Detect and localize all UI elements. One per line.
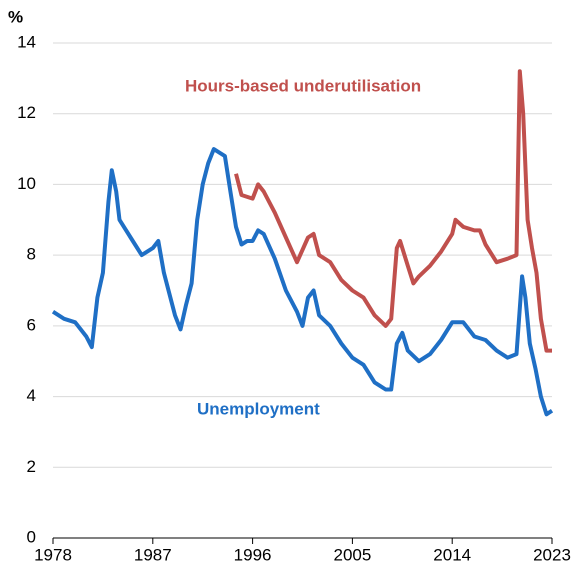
y-tick-label: 8 [27, 245, 36, 264]
y-tick-label: 4 [27, 386, 36, 405]
x-tick-label: 1978 [34, 545, 72, 564]
y-tick-label: 14 [17, 32, 36, 51]
line [51, 147, 554, 417]
x-tick-label: 1987 [134, 545, 172, 564]
x-tick-label: 2023 [533, 545, 571, 564]
x-tick-label: 2005 [333, 545, 371, 564]
y-tick-label: 0 [27, 527, 36, 546]
x-tick-label: 1996 [234, 545, 272, 564]
series-label: Unemployment [197, 399, 320, 418]
y-tick-label: 6 [27, 315, 36, 334]
y-tick-label: 2 [27, 457, 36, 476]
series-label: Hours-based underutilisation [185, 76, 421, 95]
y-tick-label: 12 [17, 103, 36, 122]
x-tick-label: 2014 [433, 545, 471, 564]
line [234, 69, 552, 353]
y-axis-label: % [8, 7, 23, 26]
y-tick-label: 10 [17, 174, 36, 193]
